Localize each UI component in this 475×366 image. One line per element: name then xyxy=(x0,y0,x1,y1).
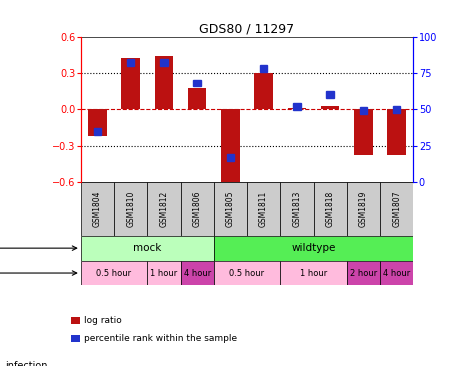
Bar xyxy=(393,106,400,113)
Bar xyxy=(288,108,306,109)
Bar xyxy=(188,87,206,109)
Bar xyxy=(180,261,214,285)
Text: 1 hour: 1 hour xyxy=(150,269,178,277)
Bar xyxy=(321,106,339,109)
Text: infection: infection xyxy=(0,243,77,253)
Text: GSM1806: GSM1806 xyxy=(193,191,201,227)
Text: infection: infection xyxy=(5,361,47,366)
Bar xyxy=(147,182,180,236)
Bar xyxy=(122,59,140,109)
Bar xyxy=(71,335,80,342)
Bar xyxy=(160,59,168,66)
Bar xyxy=(214,261,280,285)
Bar xyxy=(314,182,347,236)
Bar xyxy=(255,73,273,109)
Bar xyxy=(347,182,380,236)
Bar xyxy=(193,80,201,86)
Text: 4 hour: 4 hour xyxy=(183,269,211,277)
Bar xyxy=(214,182,247,236)
Text: percentile rank within the sample: percentile rank within the sample xyxy=(84,334,237,343)
Text: time: time xyxy=(0,268,77,278)
Text: 4 hour: 4 hour xyxy=(383,269,410,277)
Bar xyxy=(221,109,239,187)
Bar xyxy=(380,261,413,285)
Text: mock: mock xyxy=(133,243,162,253)
Text: 1 hour: 1 hour xyxy=(300,269,327,277)
Bar xyxy=(127,59,134,66)
Bar xyxy=(280,182,314,236)
Bar xyxy=(293,103,301,110)
Text: GSM1810: GSM1810 xyxy=(126,191,135,227)
Bar xyxy=(280,261,347,285)
Bar xyxy=(360,108,367,114)
Bar xyxy=(326,92,334,98)
Title: GDS80 / 11297: GDS80 / 11297 xyxy=(200,22,294,36)
Bar xyxy=(88,109,106,136)
Text: 0.5 hour: 0.5 hour xyxy=(229,269,265,277)
Text: GSM1819: GSM1819 xyxy=(359,191,368,227)
Text: GSM1812: GSM1812 xyxy=(160,191,168,227)
Bar xyxy=(227,154,234,161)
Bar xyxy=(380,182,413,236)
Bar xyxy=(81,236,214,261)
Text: 2 hour: 2 hour xyxy=(350,269,377,277)
Bar xyxy=(94,128,101,135)
Bar xyxy=(81,261,147,285)
Bar xyxy=(155,56,173,109)
Text: GSM1805: GSM1805 xyxy=(226,191,235,227)
Text: GSM1813: GSM1813 xyxy=(293,191,301,227)
Bar xyxy=(114,182,147,236)
Bar xyxy=(247,182,280,236)
Bar xyxy=(81,182,114,236)
Text: GSM1811: GSM1811 xyxy=(259,191,268,227)
Text: GSM1818: GSM1818 xyxy=(326,191,334,227)
Text: log ratio: log ratio xyxy=(84,316,121,325)
Bar xyxy=(354,109,372,156)
Bar xyxy=(147,261,180,285)
Bar xyxy=(71,317,80,324)
Text: wildtype: wildtype xyxy=(291,243,336,253)
Bar xyxy=(388,109,406,156)
Bar xyxy=(214,236,413,261)
Text: 0.5 hour: 0.5 hour xyxy=(96,269,132,277)
Text: GSM1804: GSM1804 xyxy=(93,191,102,227)
Bar xyxy=(347,261,380,285)
Bar xyxy=(260,65,267,72)
Bar xyxy=(180,182,214,236)
Text: GSM1807: GSM1807 xyxy=(392,191,401,227)
